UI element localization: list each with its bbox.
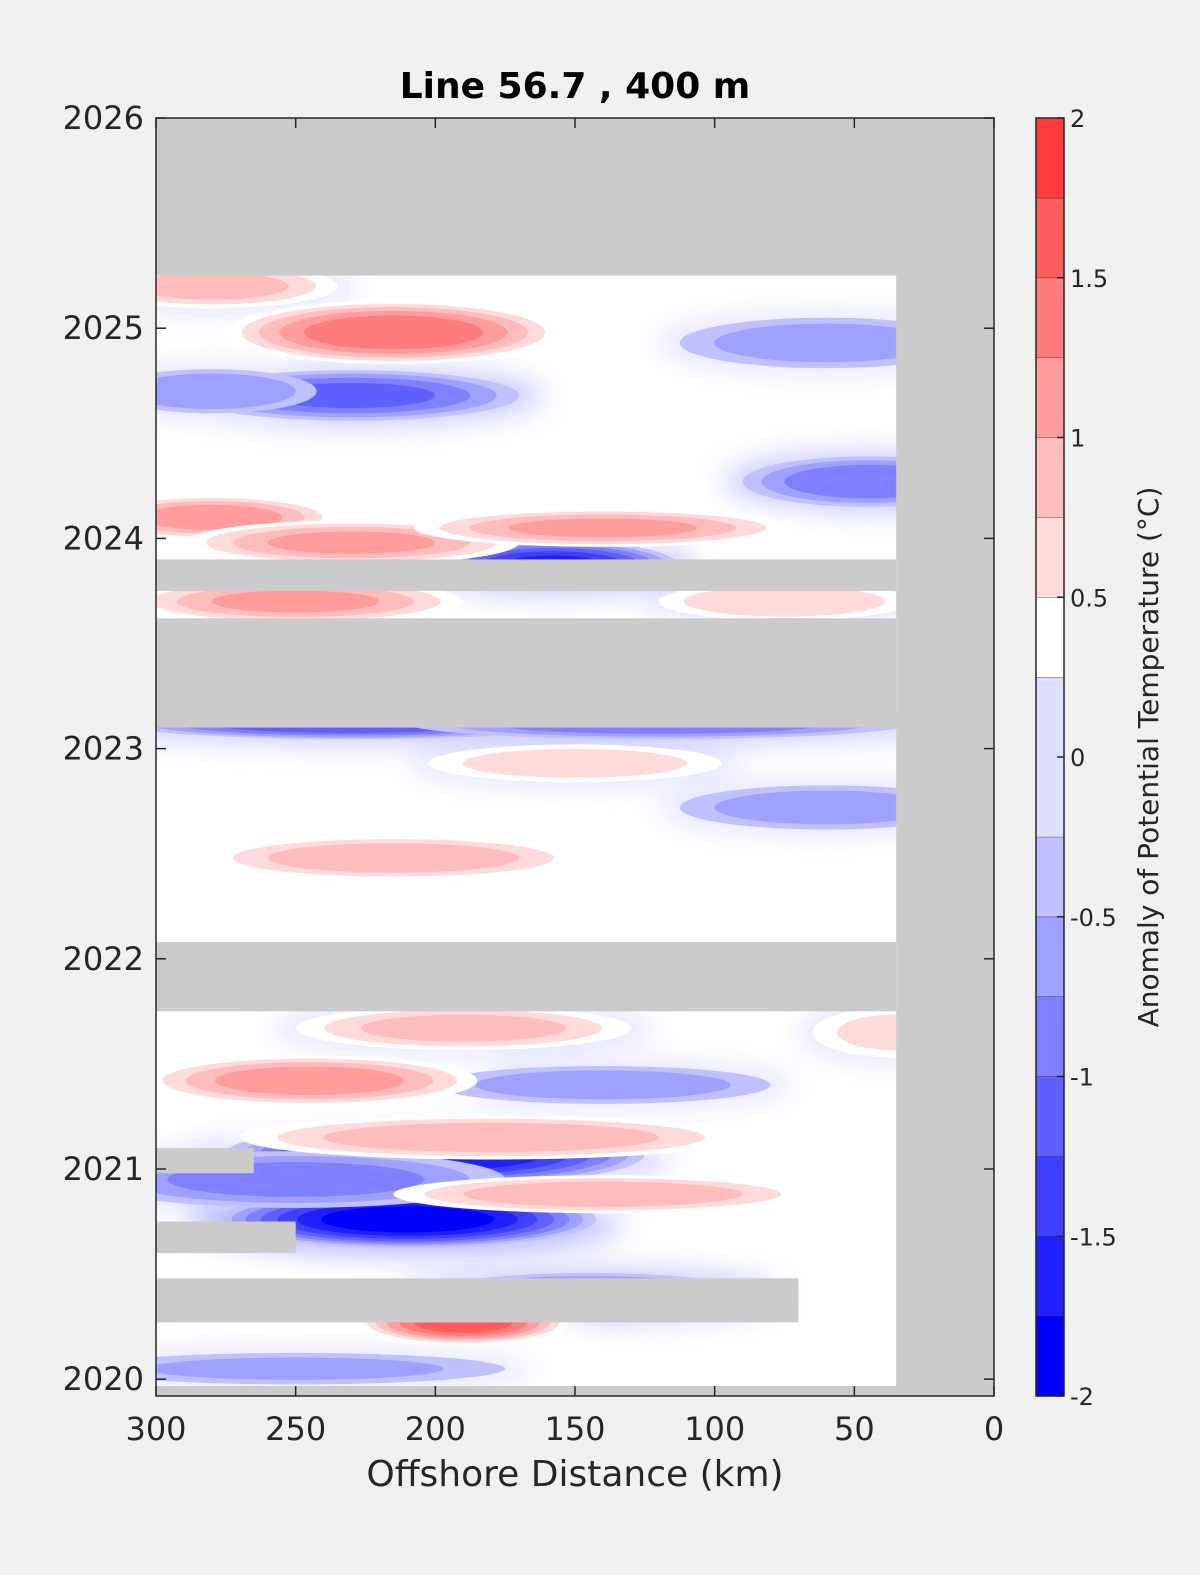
colorbar-segment (1036, 1076, 1064, 1157)
colorbar-segment (1036, 118, 1064, 198)
anomaly-contour (323, 1122, 659, 1153)
y-tick-label: 2026 (63, 99, 144, 137)
anomaly-contour (267, 531, 436, 554)
colorbar-segment (1036, 836, 1064, 917)
colorbar-tick-label: 0.5 (1070, 584, 1108, 612)
colorbar-tick-label: 1.5 (1070, 265, 1108, 293)
anomaly-contour (320, 1206, 494, 1233)
colorbar-tick-label: -2 (1070, 1383, 1094, 1411)
colorbar-tick-label: 1 (1070, 425, 1085, 453)
x-tick-label: 50 (834, 1410, 875, 1448)
colorbar-tick-label: 2 (1070, 105, 1085, 133)
anomaly-contour (714, 323, 939, 363)
no-data-mask (156, 118, 994, 1396)
anomaly-contour (360, 1014, 566, 1042)
colorbar-segment (1036, 916, 1064, 997)
y-axis: 2020 2021 2022 2023 2024 2025 2026 (63, 99, 994, 1398)
anomaly-contour (215, 1066, 405, 1095)
x-tick-label: 300 (125, 1410, 186, 1448)
colorbar-tick-label: -1.5 (1070, 1223, 1117, 1251)
y-tick-label: 2021 (63, 1150, 144, 1188)
colorbar: 2 1.5 1 0.5 0 -0.5 -1 -1.5 -2 (1035, 105, 1117, 1411)
colorbar-segment (1036, 1316, 1064, 1396)
no-data-band (156, 618, 897, 728)
no-data-band (156, 559, 897, 591)
y-tick-label: 2023 (63, 730, 144, 768)
colorbar-segment (1036, 996, 1064, 1077)
colorbar-tick-label: 0 (1070, 744, 1085, 772)
no-data-band (156, 118, 994, 276)
no-data-band (156, 1147, 254, 1174)
x-tick-label: 150 (544, 1410, 605, 1448)
colorbar-tick-label: -0.5 (1070, 904, 1117, 932)
plot-area (155, 117, 995, 1397)
colorbar-tick-label: -1 (1070, 1064, 1094, 1092)
anomaly-contour (303, 315, 484, 350)
colorbar-segment (1036, 597, 1064, 678)
colorbar-segment (1036, 357, 1064, 438)
y-tick-label: 2024 (63, 519, 144, 557)
anomaly-contour (683, 586, 886, 617)
chart-title: Line 56.7 , 400 m (400, 66, 751, 107)
nearshore-no-data (896, 118, 994, 1396)
colorbar-segment (1036, 437, 1064, 518)
colorbar-label: Anomaly of Potential Temperature (°C) (1132, 487, 1165, 1028)
y-tick-label: 2025 (63, 309, 144, 347)
colorbar-segment (1036, 517, 1064, 598)
anomaly-contour (508, 518, 698, 538)
anomaly-contour (714, 790, 939, 825)
y-tick-label: 2020 (63, 1360, 144, 1398)
anomaly-contour (463, 1181, 743, 1207)
colorbar-segment (1036, 197, 1064, 278)
anomaly-contour (156, 504, 283, 530)
anomaly-contour (462, 748, 688, 778)
y-tick-label: 2022 (63, 940, 144, 978)
anomaly-contour (156, 373, 296, 409)
anomaly-contour (156, 1357, 444, 1380)
x-tick-label: 200 (405, 1410, 466, 1448)
x-tick-label: 0 (984, 1410, 1004, 1448)
anomaly-contour (211, 590, 380, 613)
x-tick-label: 250 (265, 1410, 326, 1448)
x-tick-label: 100 (684, 1410, 745, 1448)
x-axis-label: Offshore Distance (km) (366, 1454, 783, 1495)
anomaly-contour (267, 843, 520, 873)
x-axis: 300 250 200 150 100 50 0 (125, 118, 1004, 1448)
no-data-band (156, 1221, 296, 1254)
colorbar-segment (1036, 277, 1064, 358)
no-data-band (156, 1278, 799, 1323)
colorbar-segment (1036, 1236, 1064, 1317)
colorbar-segment (1036, 1156, 1064, 1237)
anomaly-contour (156, 272, 289, 300)
no-data-band (156, 941, 897, 1012)
anomaly-contour (474, 1070, 731, 1100)
